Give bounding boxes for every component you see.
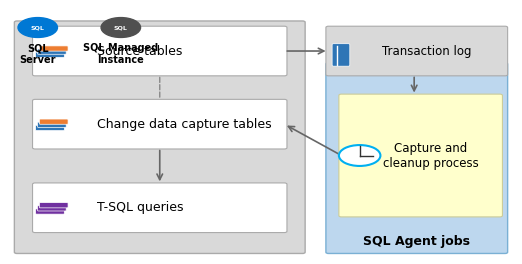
Text: Source tables: Source tables [98, 45, 183, 58]
Text: SQL: SQL [31, 25, 45, 30]
Text: Transaction log: Transaction log [383, 45, 472, 58]
Circle shape [101, 18, 140, 37]
FancyBboxPatch shape [332, 44, 350, 66]
Circle shape [339, 145, 381, 166]
FancyBboxPatch shape [32, 99, 287, 149]
FancyBboxPatch shape [38, 206, 66, 211]
FancyBboxPatch shape [32, 26, 287, 76]
FancyBboxPatch shape [39, 203, 68, 208]
FancyBboxPatch shape [35, 209, 64, 214]
FancyBboxPatch shape [326, 26, 507, 76]
Text: SQL
Server: SQL Server [19, 43, 56, 65]
FancyBboxPatch shape [326, 63, 507, 253]
Text: T-SQL queries: T-SQL queries [98, 201, 184, 214]
FancyBboxPatch shape [38, 122, 66, 128]
FancyBboxPatch shape [39, 119, 68, 124]
Text: Change data capture tables: Change data capture tables [98, 118, 272, 131]
FancyBboxPatch shape [38, 49, 66, 54]
Text: SQL Managed
Instance: SQL Managed Instance [83, 43, 159, 65]
FancyBboxPatch shape [39, 46, 68, 51]
FancyBboxPatch shape [35, 52, 64, 57]
Text: SQL Agent jobs: SQL Agent jobs [363, 235, 470, 248]
FancyBboxPatch shape [35, 125, 64, 130]
FancyBboxPatch shape [32, 183, 287, 233]
Text: SQL: SQL [114, 25, 128, 30]
FancyBboxPatch shape [339, 94, 503, 217]
Circle shape [18, 18, 57, 37]
Text: Capture and
cleanup process: Capture and cleanup process [383, 142, 479, 169]
FancyBboxPatch shape [15, 21, 305, 253]
